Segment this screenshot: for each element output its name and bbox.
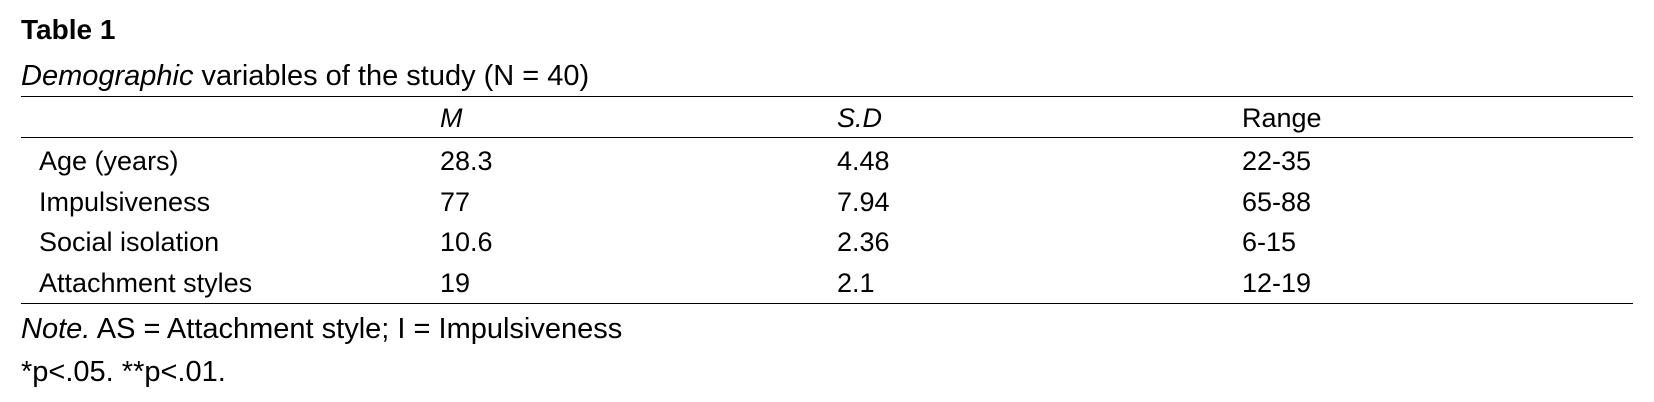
cell: 22-35 bbox=[1242, 146, 1312, 176]
cell: 77 bbox=[440, 186, 471, 217]
cell: 2.1 bbox=[837, 268, 875, 299]
row-label: Social isolation bbox=[39, 227, 220, 258]
cell: 4.48 bbox=[837, 146, 890, 176]
row-label: Attachment styles bbox=[39, 268, 253, 299]
table-title: Table 1 bbox=[21, 14, 116, 45]
caption-italic: Demographic bbox=[21, 60, 194, 92]
top-rule bbox=[21, 96, 1633, 97]
caption-text: variables of the study (N = 40) bbox=[193, 60, 590, 92]
cell: 6-15 bbox=[1242, 227, 1297, 258]
cell: 12-19 bbox=[1242, 268, 1312, 299]
note-text: AS = Attachment style; I = Impulsiveness bbox=[90, 313, 623, 345]
row-label: Impulsiveness bbox=[39, 186, 211, 217]
footnote: *p<.05. **p<.01. bbox=[21, 356, 226, 388]
cell: 7.94 bbox=[837, 186, 890, 217]
header-cell: Range bbox=[1242, 103, 1322, 133]
row-label: Age (years) bbox=[39, 146, 179, 176]
cell: 65-88 bbox=[1242, 186, 1312, 217]
cell: 28.3 bbox=[440, 146, 493, 176]
bottom-rule bbox=[21, 303, 1633, 304]
header-cell: S.D bbox=[837, 103, 883, 133]
note: Note. AS = Attachment style; I = Impulsi… bbox=[21, 315, 622, 344]
cell: 19 bbox=[440, 268, 471, 299]
header-rule bbox=[21, 137, 1633, 138]
note-label: Note. bbox=[21, 313, 91, 345]
table-caption: Demographic variables of the study (N = … bbox=[21, 62, 589, 91]
cell: 10.6 bbox=[440, 227, 493, 258]
cell: 2.36 bbox=[837, 227, 890, 258]
header-cell: M bbox=[440, 103, 463, 133]
